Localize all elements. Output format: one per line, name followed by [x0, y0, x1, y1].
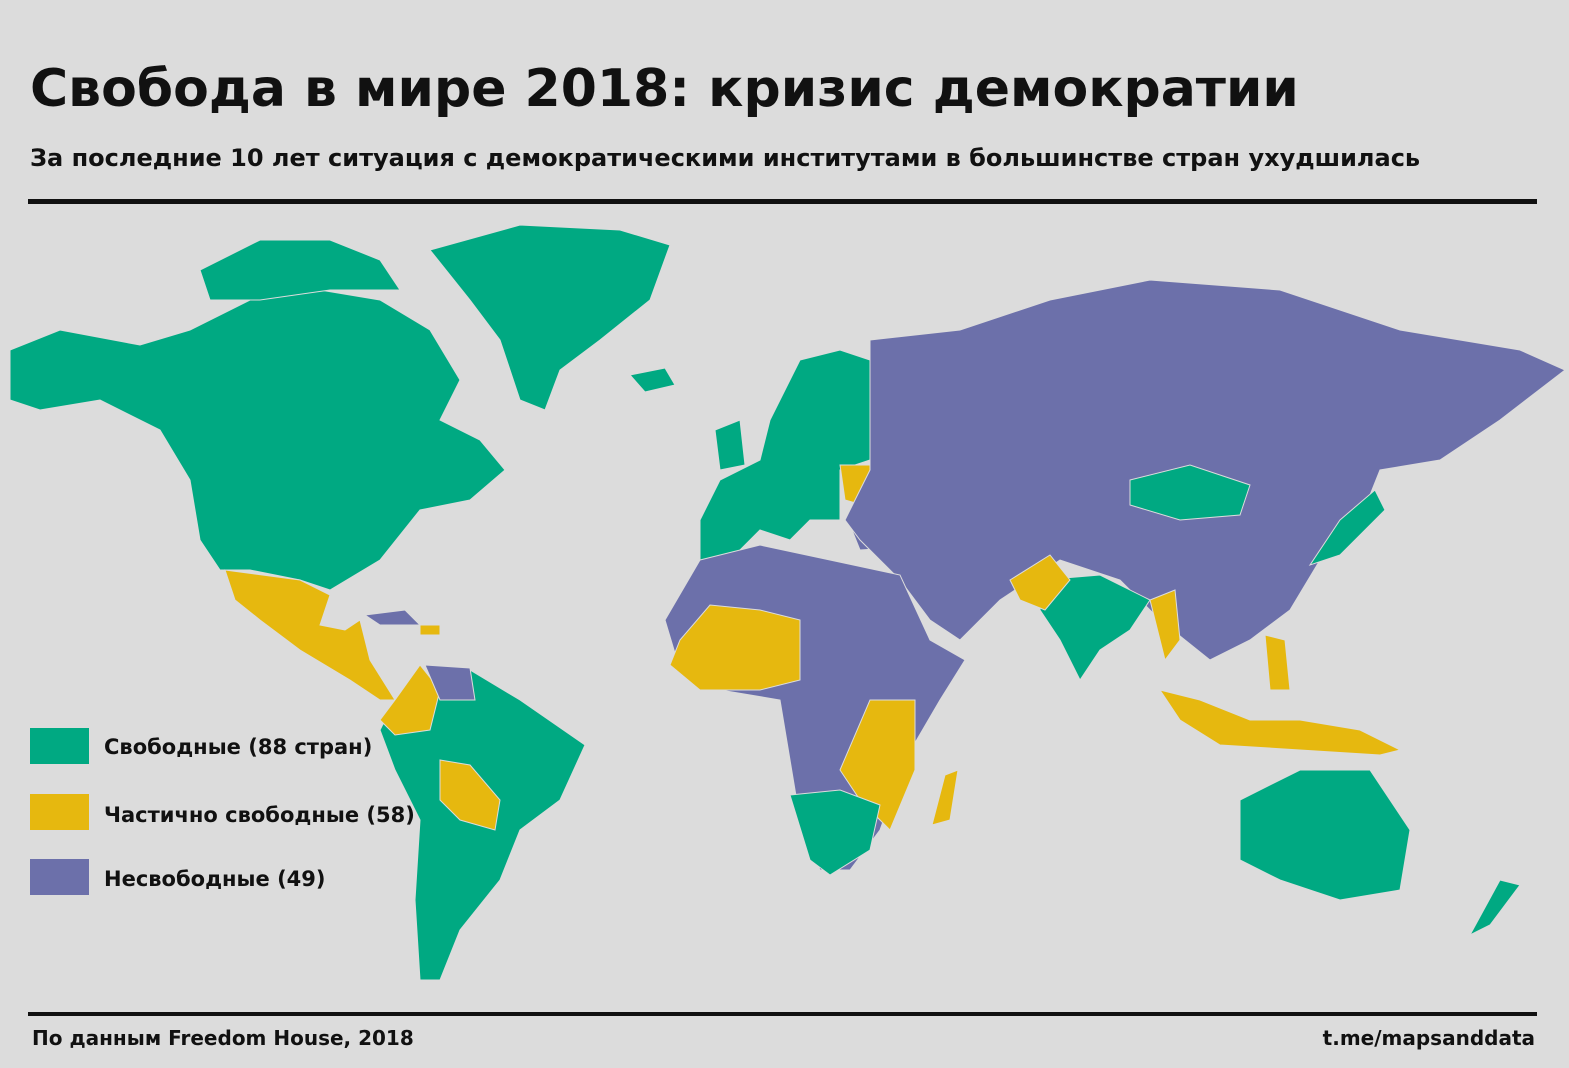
legend-swatch [30, 859, 89, 895]
subtitle: За последние 10 лет ситуация с демократи… [30, 144, 1420, 172]
legend-label: Свободные (88 стран) [104, 735, 372, 759]
world-map [9, 224, 1566, 981]
legend-label: Несвободные (49) [104, 867, 326, 891]
bolivia [439, 759, 501, 831]
india [1039, 574, 1151, 681]
iceland [629, 367, 676, 393]
legend-swatch [30, 728, 89, 764]
new-zealand [1468, 879, 1521, 937]
colombia [379, 664, 441, 736]
arctic-islands [199, 239, 401, 301]
haiti [419, 624, 441, 636]
west-africa [669, 604, 801, 691]
madagascar [931, 769, 959, 826]
venezuela [424, 664, 476, 701]
japan [1308, 489, 1386, 566]
greenland [429, 224, 671, 411]
indonesia [1158, 689, 1402, 756]
legend-label: Частично свободные (58) [104, 803, 415, 827]
source-note: По данным Freedom House, 2018 [32, 1026, 414, 1050]
mexico-central-america [224, 569, 396, 701]
top-rule [28, 199, 1537, 204]
myanmar [1149, 589, 1181, 662]
southern-africa [789, 789, 881, 876]
bottom-rule [28, 1012, 1537, 1016]
legend-swatch [30, 794, 89, 830]
legend: Свободные (88 стран) Частично свободные … [30, 728, 415, 895]
channel-link: t.me/mapsanddata [1323, 1026, 1535, 1050]
title: Свобода в мире 2018: кризис демократии [30, 59, 1299, 119]
mongolia [1129, 464, 1251, 521]
uk [714, 419, 746, 471]
philippines [1264, 634, 1291, 691]
pakistan [1009, 554, 1071, 611]
australia [1239, 769, 1411, 901]
